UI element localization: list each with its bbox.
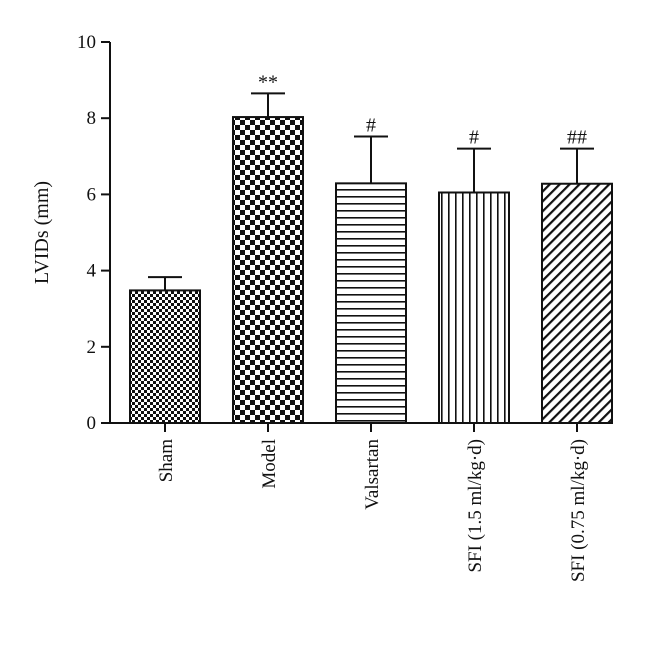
- category-label: Sham: [156, 439, 177, 483]
- significance-label: ##: [567, 127, 587, 149]
- y-tick-label: 8: [87, 108, 97, 129]
- significance-label: **: [258, 71, 278, 93]
- category-label: SFI (1.5 ml/kg·d): [465, 439, 486, 573]
- significance-label: #: [469, 127, 479, 149]
- bar: [335, 182, 407, 424]
- y-tick-label: 0: [87, 413, 97, 434]
- y-axis-title: LVIDs (mm): [31, 181, 53, 284]
- y-tick-label: 6: [87, 184, 97, 205]
- y-tick-label: 2: [87, 337, 97, 358]
- category-label: SFI (0.75 ml/kg·d): [568, 439, 589, 582]
- y-tick-label: 4: [87, 261, 97, 282]
- category-label: Model: [259, 439, 280, 489]
- bar: [232, 116, 304, 424]
- bars: [129, 92, 613, 424]
- category-label: Valsartan: [362, 439, 383, 510]
- bar: [438, 191, 510, 424]
- bar: [541, 182, 613, 424]
- labels: 0 2 4 6 8 10 LVIDs (mm) Sham Model ** Valsartan # SF…: [31, 32, 589, 582]
- y-tick-label: 10: [77, 32, 96, 53]
- significance-label: #: [366, 114, 376, 136]
- bar: [129, 289, 201, 424]
